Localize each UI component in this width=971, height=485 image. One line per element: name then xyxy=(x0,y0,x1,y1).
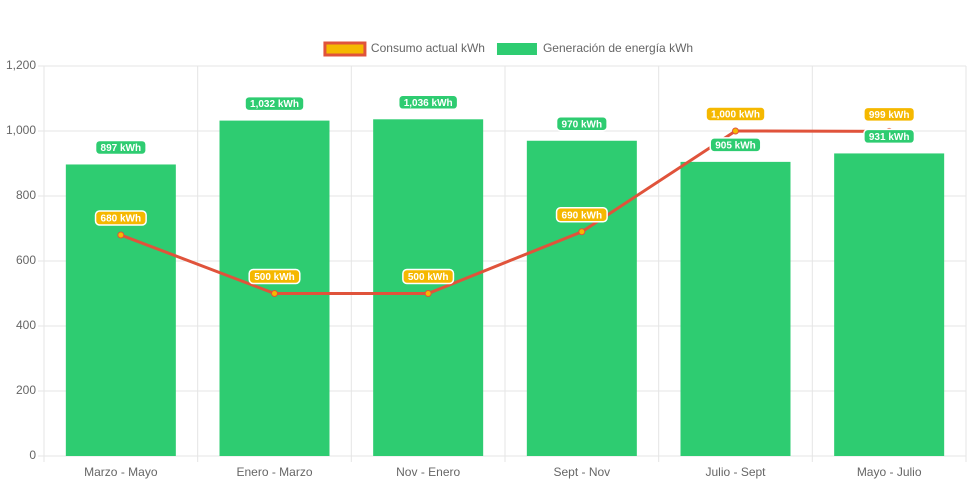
y-tick-label: 1,200 xyxy=(6,58,36,72)
value-label-box xyxy=(244,95,305,112)
y-tick-label: 0 xyxy=(29,448,36,462)
value-label: 1,036 kWh xyxy=(404,98,453,109)
line-point xyxy=(732,127,739,135)
x-tick-label: Nov - Enero xyxy=(396,465,460,479)
value-label: 970 kWh xyxy=(562,119,603,130)
line-point xyxy=(424,290,432,297)
bars xyxy=(65,119,945,457)
value-label: 897 kWh xyxy=(101,143,142,154)
legend-label: Generación de energía kWh xyxy=(543,41,693,55)
labels: 680 kWh 500 kWh 500 kWh 690 kWh 1,000 kWh 999… xyxy=(94,94,916,285)
value-label-box xyxy=(709,137,762,153)
y-tick-label: 800 xyxy=(16,188,36,202)
value-label-box xyxy=(397,94,459,111)
value-label: 1,000 kWh xyxy=(711,110,760,121)
bar xyxy=(526,140,637,456)
x-tick-label: Julio - Sept xyxy=(705,465,766,479)
value-label: 931 kWh xyxy=(869,132,910,143)
x-tick-label: Mayo - Julio xyxy=(857,465,922,479)
bar xyxy=(680,161,791,456)
value-label-box xyxy=(863,106,916,123)
bar xyxy=(373,119,484,457)
y-tick-label: 200 xyxy=(16,383,36,397)
value-label-box xyxy=(555,207,608,223)
value-label: 500 kWh xyxy=(254,272,295,283)
value-label-box xyxy=(705,106,766,122)
lines xyxy=(117,127,893,297)
value-label-box xyxy=(248,268,301,285)
bar xyxy=(834,153,945,457)
y-tick-label: 1,000 xyxy=(6,123,36,137)
grid xyxy=(38,65,967,462)
value-label-box xyxy=(555,116,608,132)
value-label: 680 kWh xyxy=(101,214,142,225)
line-point xyxy=(578,228,586,236)
legend: Consumo actual kWh Generación de energía … xyxy=(323,41,693,57)
value-label: 690 kWh xyxy=(562,210,603,221)
value-label: 500 kWh xyxy=(408,272,449,283)
value-label-box xyxy=(863,128,916,145)
line-point xyxy=(117,231,125,239)
x-tick-label: Sept - Nov xyxy=(553,465,610,479)
value-label: 999 kWh xyxy=(869,110,910,121)
value-label: 905 kWh xyxy=(715,141,756,152)
value-label: 1,032 kWh xyxy=(250,99,299,110)
legend-swatch xyxy=(496,43,537,55)
legend-swatch xyxy=(323,41,367,57)
bar xyxy=(65,164,176,456)
y-tick-label: 600 xyxy=(16,253,36,267)
y-tick-label: 400 xyxy=(16,318,36,332)
line-point xyxy=(271,290,278,297)
value-label-box xyxy=(94,139,147,156)
value-label-box xyxy=(402,268,455,285)
x-tick-label: Marzo - Mayo xyxy=(84,465,158,479)
legend-label: Consumo actual kWh xyxy=(371,41,485,55)
line xyxy=(120,129,890,295)
bar xyxy=(219,120,330,456)
value-label-box xyxy=(94,210,147,226)
x-tick-label: Enero - Marzo xyxy=(236,465,312,479)
